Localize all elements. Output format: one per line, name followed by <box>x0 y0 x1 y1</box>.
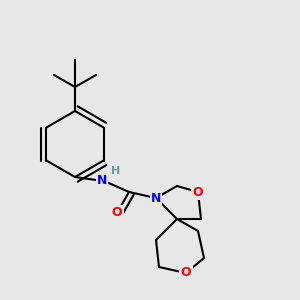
Text: N: N <box>97 173 107 187</box>
Text: O: O <box>112 206 122 220</box>
Text: H: H <box>111 166 120 176</box>
Text: O: O <box>193 185 203 199</box>
Text: O: O <box>181 266 191 280</box>
Text: N: N <box>151 191 161 205</box>
